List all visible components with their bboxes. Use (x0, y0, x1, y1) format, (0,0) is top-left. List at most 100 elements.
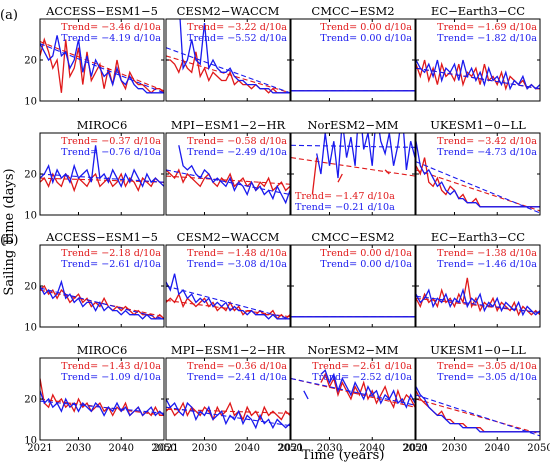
panel-title: MPI−ESM1−2−HR (171, 118, 286, 132)
series-line-blue (416, 386, 540, 433)
plot-area (166, 273, 290, 320)
panel-title: MIROC6 (77, 118, 128, 132)
trend-label-blue: Trend= −2.52 d/10a (312, 372, 412, 383)
series-line-blue (40, 145, 164, 188)
series-line-blue (416, 287, 540, 317)
trend-label-red: Trend= −2.61 d/10a (312, 361, 412, 372)
trend-line-blue (40, 173, 164, 183)
trend-label-red: Trend= −3.46 d/10a (61, 22, 161, 33)
panels: ACCESS−ESM1−5 10 20 Trend= −3.46 d/10a Trend… (24, 4, 550, 454)
x-tick-label: 2030 (66, 443, 91, 454)
x-tick-label: 2030 (192, 443, 217, 454)
series-line-blue (178, 145, 290, 205)
plot-area (416, 277, 540, 317)
panel-title: EC−Earth3−CC (431, 230, 525, 244)
panel-a-0: ACCESS−ESM1−5 10 20 Trend= −3.46 d/10aTrend… (24, 4, 165, 108)
series-line-red (40, 37, 164, 94)
x-tick-label: 2040 (109, 443, 134, 454)
trend-label-blue: Trend= −1.09 d/10a (61, 372, 161, 383)
panel-title: MIROC6 (77, 343, 128, 357)
y-tick-label: 10 (24, 211, 37, 222)
trend-label-red: Trend= −3.05 d/10a (437, 361, 537, 372)
trend-line-blue (166, 285, 290, 320)
panel-title: MPI−ESM1−2−HR (171, 343, 286, 357)
trend-label-red: Trend= −1.69 d/10a (437, 22, 537, 33)
series-line-blue (416, 59, 540, 91)
series-line-blue (166, 273, 290, 320)
group-label-b: (b) (0, 233, 18, 248)
trend-label-red: Trend= −3.22 d/10a (187, 22, 287, 33)
trend-label-blue: Trend= −2.61 d/10a (61, 259, 161, 270)
x-tick-label: 2050 (402, 443, 427, 454)
plot-area (40, 279, 164, 320)
trend-line-red (40, 398, 164, 416)
x-tick-label: 2030 (317, 443, 342, 454)
x-tick-label: 2021 (403, 443, 428, 454)
panel-b-5: MPI−ESM1−2−HR 2021 2030 2040 2050 Trend= −0.3… (153, 343, 302, 454)
trend-label-red: Trend= −1.48 d/10a (187, 248, 287, 259)
panel-b-0: ACCESS−ESM1−5 10 20 Trend= −2.18 d/10aTrend… (24, 230, 165, 334)
plot-area (416, 386, 540, 437)
panel-title: ACCESS−ESM1−5 (45, 230, 158, 244)
trend-line-red (40, 41, 164, 92)
panel-title: UKESM1−0−LL (430, 118, 526, 132)
y-tick-label: 20 (24, 282, 37, 293)
x-tick-label: 2040 (360, 443, 385, 454)
series-line-red (416, 390, 540, 433)
panel-title: UKESM1−0−LL (430, 343, 526, 357)
trend-line-red (166, 175, 290, 185)
trend-label-blue: Trend= −3.05 d/10a (437, 372, 537, 383)
y-tick-label: 20 (24, 395, 37, 406)
trend-line-blue (416, 394, 540, 437)
trend-line-blue (40, 400, 164, 414)
trend-label-blue: Trend= −0.21 d/10a (295, 202, 395, 213)
trend-label-red: Trend= 0.00 d/10a (320, 248, 412, 259)
series-line-red (40, 378, 164, 417)
trend-label-red: Trend= 0.00 d/10a (320, 22, 412, 33)
series-line-red (416, 59, 540, 91)
x-tick-label: 2040 (485, 443, 510, 454)
panel-b-7: UKESM1−0−LL 2021 2030 2040 2050 Trend= −3.05 … (403, 343, 550, 454)
trend-line-blue (166, 169, 290, 196)
series-line-blue (40, 279, 164, 320)
y-tick-label: 20 (24, 56, 37, 67)
trend-line-blue (416, 67, 540, 90)
plot-area (40, 35, 164, 94)
plot-area (166, 145, 290, 205)
plot-area (416, 141, 540, 214)
panel-b-6: NorESM2−MM 2021 2030 2040 2050 Trend= −2.61 d… (278, 343, 427, 454)
panel-title: NorESM2−MM (307, 118, 398, 132)
y-tick-label: 20 (24, 170, 37, 181)
group-label-a: (a) (0, 8, 18, 23)
trend-label-blue: Trend= −3.08 d/10a (187, 259, 287, 270)
trend-line-blue (416, 161, 540, 214)
trend-label-red: Trend= −1.43 d/10a (61, 361, 161, 372)
trend-line-blue (416, 295, 540, 314)
trend-label-red: Trend= −1.47 d/10a (295, 191, 395, 202)
panel-title: ACCESS−ESM1−5 (45, 4, 158, 18)
trend-label-red: Trend= −3.42 d/10a (437, 136, 537, 147)
x-tick-label: 2050 (527, 443, 550, 454)
series-line-red (416, 277, 540, 317)
trend-label-blue: Trend= −2.49 d/10a (187, 147, 287, 158)
trend-label-red: Trend= −0.37 d/10a (61, 136, 161, 147)
y-tick-label: 10 (24, 97, 37, 108)
trend-line-red (416, 169, 540, 212)
plot-area (416, 59, 540, 91)
panel-title: CMCC−ESM2 (311, 4, 394, 18)
trend-line-red (291, 157, 415, 177)
series-line-blue (303, 369, 415, 409)
trend-label-blue: Trend= −2.41 d/10a (187, 372, 287, 383)
series-line-blue (316, 133, 415, 179)
series-line-blue (40, 390, 164, 417)
